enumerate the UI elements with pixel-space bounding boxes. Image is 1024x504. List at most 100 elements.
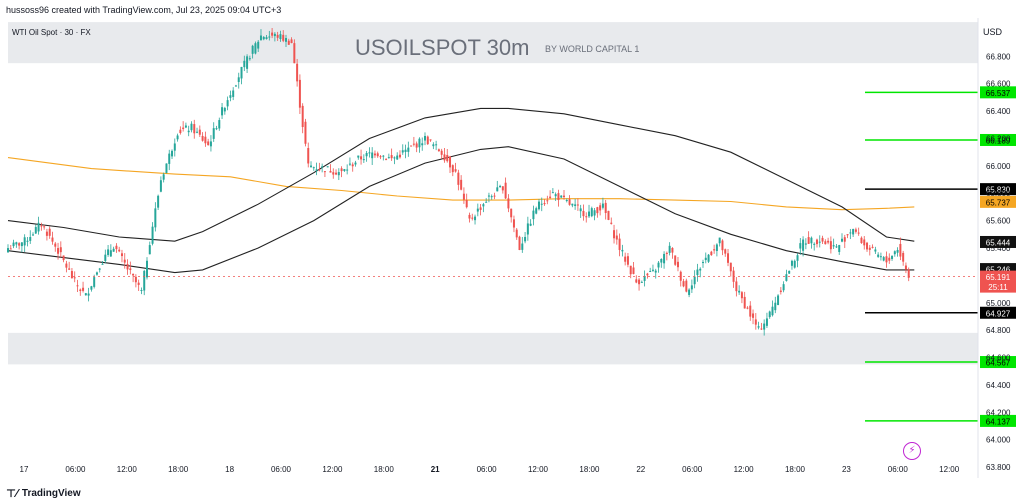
candle <box>546 200 549 202</box>
candle <box>112 248 115 252</box>
candle <box>735 281 738 292</box>
candle <box>668 245 671 253</box>
lightning-icon[interactable]: ⚡ <box>903 442 921 460</box>
candle <box>382 155 385 157</box>
y-tick-label: 66.400 <box>986 107 1011 116</box>
x-tick-label: 17 <box>20 465 29 474</box>
candle <box>226 100 229 107</box>
candle <box>537 201 540 210</box>
level-tag-label: 66.537 <box>986 89 1011 98</box>
candle <box>649 270 652 272</box>
zone-band <box>8 332 978 365</box>
candle <box>173 143 176 151</box>
candle <box>724 249 727 254</box>
level-tag <box>980 183 1016 196</box>
tradingview-logo[interactable]: ⊤⁄ TradingView <box>6 487 81 500</box>
candle <box>593 210 596 216</box>
candle <box>362 159 365 161</box>
candle <box>432 144 435 147</box>
candle <box>638 279 641 285</box>
candle <box>132 273 135 276</box>
candle <box>588 211 591 217</box>
candle <box>120 253 123 257</box>
candle <box>123 259 126 263</box>
y-tick-label: 65.600 <box>986 217 1011 226</box>
price-tag-countdown: 25:11 <box>988 283 1008 292</box>
candle <box>727 253 730 263</box>
candle <box>351 164 354 167</box>
candle <box>143 270 146 291</box>
candle <box>93 277 96 287</box>
candle <box>304 121 307 144</box>
candle <box>827 240 830 243</box>
candle <box>285 38 287 42</box>
candle <box>401 150 404 153</box>
series-line-envelope_lower <box>7 146 915 274</box>
candle <box>90 286 93 290</box>
candle <box>679 271 682 281</box>
candle <box>524 236 527 242</box>
candle <box>218 120 221 129</box>
candle <box>763 323 766 330</box>
candle <box>579 208 582 212</box>
candle <box>348 163 351 165</box>
candle <box>499 185 502 188</box>
x-tick-label: 06:00 <box>271 465 292 474</box>
candle <box>460 179 463 190</box>
candle <box>254 43 257 54</box>
candle <box>685 280 688 292</box>
candle <box>404 149 407 153</box>
candle <box>568 199 571 205</box>
candle <box>421 143 424 146</box>
candle <box>429 139 432 141</box>
candle <box>343 169 346 172</box>
candle <box>757 326 760 328</box>
candle <box>841 238 843 242</box>
tradingview-logo-icon: ⊤⁄ <box>6 487 18 500</box>
candle <box>137 282 140 285</box>
x-tick-label: 12:00 <box>528 465 549 474</box>
candle <box>643 275 646 281</box>
candle <box>718 237 721 244</box>
candle <box>518 236 521 250</box>
candle <box>746 307 749 309</box>
candle <box>171 150 174 157</box>
candle <box>70 271 73 279</box>
candle <box>84 293 87 296</box>
candle <box>857 232 860 234</box>
candle <box>346 169 349 171</box>
candle <box>563 195 565 198</box>
candle <box>893 251 896 255</box>
candle <box>43 226 46 228</box>
candle <box>340 168 343 172</box>
candle <box>621 249 624 252</box>
candle <box>321 166 324 168</box>
candle <box>443 154 446 161</box>
candle <box>490 196 493 198</box>
price-tag-label: 65.444 <box>986 238 1011 247</box>
candle <box>885 256 888 263</box>
candle <box>396 155 399 160</box>
currency-label[interactable]: USD <box>982 27 1002 37</box>
candle <box>32 234 35 236</box>
candle <box>268 36 271 38</box>
candle <box>193 124 196 134</box>
candle <box>82 287 85 291</box>
candle <box>134 276 137 283</box>
candle <box>159 180 162 192</box>
candle <box>418 138 421 148</box>
x-tick-label: 18 <box>225 465 234 474</box>
candle <box>393 157 396 159</box>
symbol-label[interactable]: WTI Oil Spot · 30 · FX <box>12 28 91 37</box>
candle <box>257 41 260 49</box>
candle <box>804 243 807 245</box>
candle <box>373 153 376 156</box>
candle <box>838 245 841 252</box>
candle <box>635 279 638 283</box>
candle <box>207 141 210 146</box>
candle <box>109 250 112 257</box>
candle <box>585 216 588 218</box>
candle <box>874 249 877 252</box>
price-tag <box>980 195 1016 208</box>
